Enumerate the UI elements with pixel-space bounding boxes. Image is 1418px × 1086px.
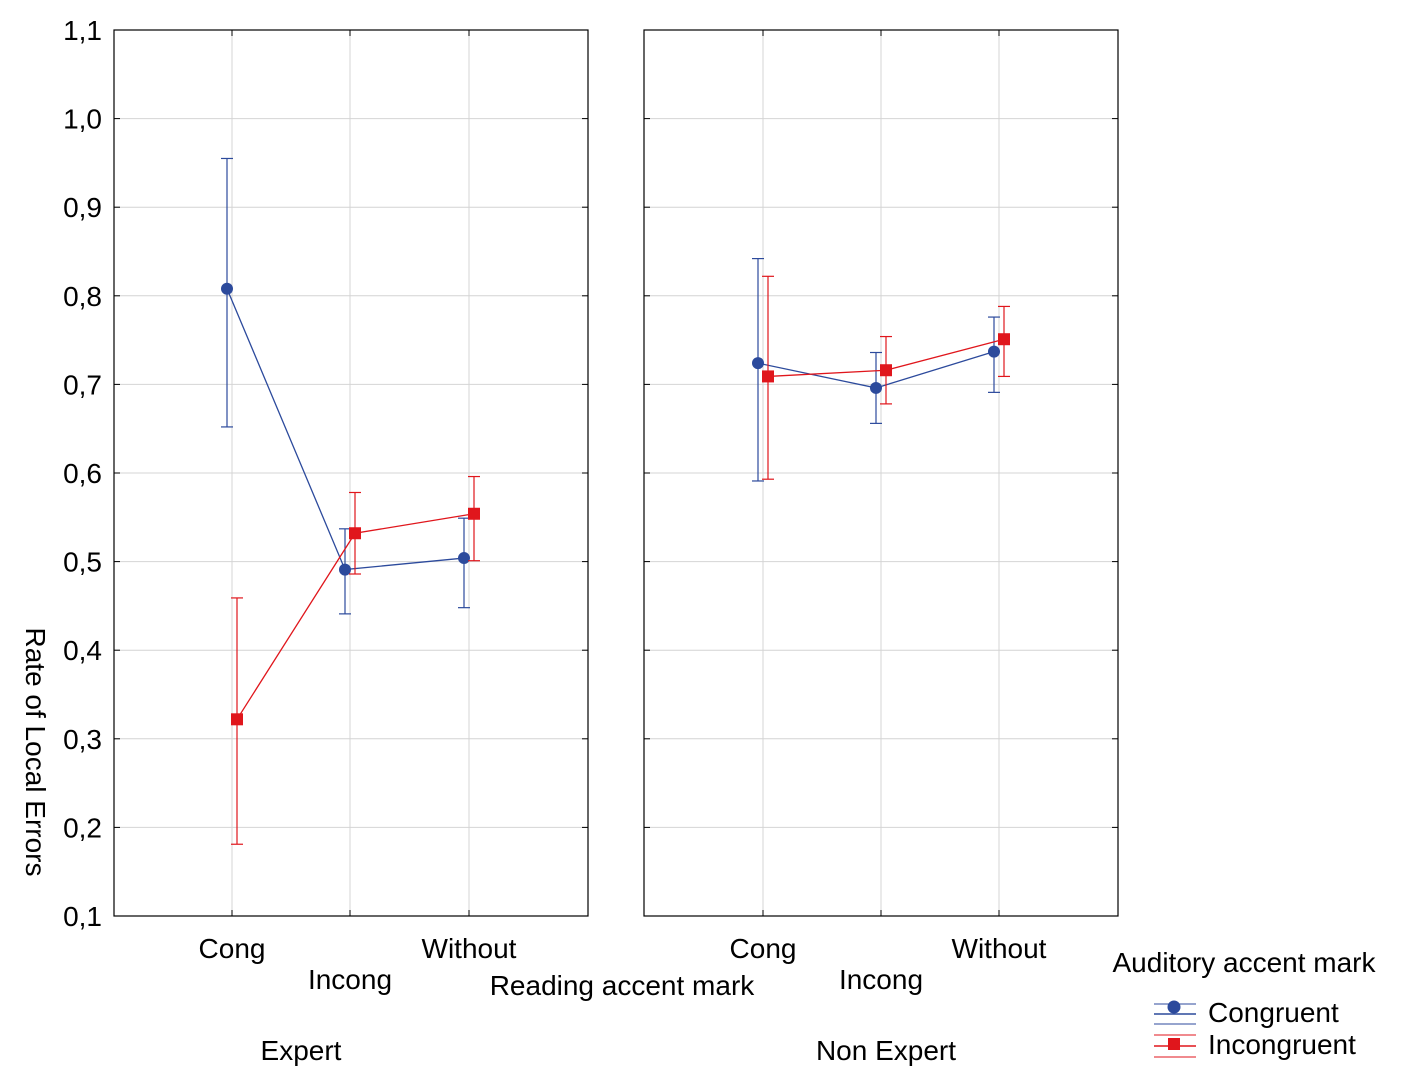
legend-congruent-marker	[1167, 1000, 1181, 1014]
legend: Auditory accent mark Congruent Incongrue…	[1113, 947, 1377, 1060]
panel-label-expert: Expert	[261, 1035, 342, 1066]
data-point-incongruent	[231, 713, 243, 726]
x-tick-label: Cong	[730, 933, 797, 964]
x-tick-label: Without	[422, 933, 517, 964]
x-tick-label: Cong	[199, 933, 266, 964]
x-axis-label: Reading accent mark	[490, 970, 756, 1001]
legend-incongruent-label: Incongruent	[1208, 1029, 1356, 1060]
data-point-incongruent	[468, 507, 480, 520]
data-point-congruent	[988, 345, 1000, 358]
y-tick-label: 0,1	[63, 901, 102, 932]
legend-title: Auditory accent mark	[1113, 947, 1377, 978]
x-tick-label: Incong	[308, 964, 392, 995]
x-tick-label: Without	[952, 933, 1047, 964]
grid-layer	[114, 29, 1118, 917]
y-tick-label: 0,6	[63, 458, 102, 489]
data-point-incongruent	[762, 370, 774, 383]
x-tick-label: Incong	[839, 964, 923, 995]
panel-label-non-expert: Non Expert	[816, 1035, 956, 1066]
y-tick-label: 0,5	[63, 547, 102, 578]
data-point-congruent	[221, 282, 233, 295]
legend-congruent-label: Congruent	[1208, 997, 1339, 1028]
panel-frame	[113, 29, 589, 917]
data-point-incongruent	[998, 333, 1010, 346]
series-layer	[221, 157, 1010, 845]
data-point-incongruent	[880, 364, 892, 377]
data-point-congruent	[339, 563, 351, 576]
data-point-incongruent	[349, 527, 361, 540]
y-tick-label: 1,1	[63, 15, 102, 46]
x-axis: Cong Incong Without Cong Incong Without	[199, 933, 1047, 995]
series-line-congruent	[226, 288, 465, 571]
panel-frame	[643, 29, 1119, 917]
y-axis: 0,1 0,2 0,3 0,4 0,5 0,6 0,7 0,8 0,9 1,0 1,1	[63, 15, 102, 932]
y-tick-label: 0,2	[63, 812, 102, 843]
y-tick-label: 0,3	[63, 724, 102, 755]
y-axis-label: Rate of Local Errors	[20, 628, 51, 877]
y-tick-label: 0,7	[63, 369, 102, 400]
data-point-congruent	[752, 357, 764, 370]
data-point-congruent	[458, 552, 470, 565]
y-tick-label: 1,0	[63, 104, 102, 135]
data-point-congruent	[870, 381, 882, 394]
y-tick-label: 0,4	[63, 635, 102, 666]
legend-incongruent-marker	[1168, 1038, 1180, 1050]
y-tick-label: 0,8	[63, 281, 102, 312]
frame-layer	[113, 29, 1119, 917]
y-tick-label: 0,9	[63, 192, 102, 223]
